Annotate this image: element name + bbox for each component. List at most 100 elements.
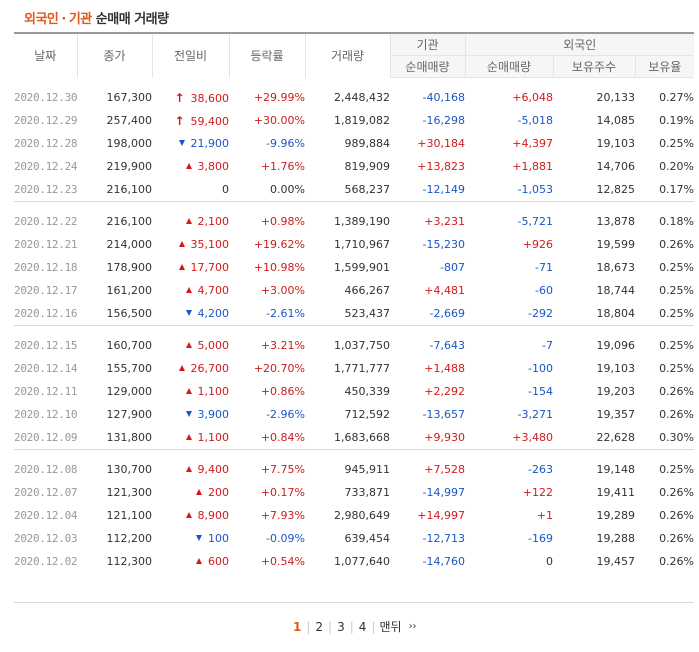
row-foreign-shares-value: 18,744 xyxy=(596,284,636,297)
row-rate: -0.09% xyxy=(229,527,305,550)
row-close-value: 112,200 xyxy=(106,532,153,545)
row-rate: +10.98% xyxy=(229,256,305,279)
row-date-value: 2020.12.24 xyxy=(14,160,78,173)
page-divider: | xyxy=(306,619,311,634)
row-foreign-net: -5,018 xyxy=(465,109,553,132)
row-rate-value: 0.00% xyxy=(270,183,305,196)
row-close-value: 155,700 xyxy=(106,362,153,375)
row-foreign-net: -154 xyxy=(465,380,553,403)
row-inst-net-value: -13,657 xyxy=(422,408,465,421)
row-rate-value: +0.84% xyxy=(260,431,305,444)
header-foreign-shares: 보유주수 xyxy=(552,55,635,78)
row-rate: +7.75% xyxy=(229,458,305,481)
group-divider xyxy=(14,449,695,458)
row-volume: 1,077,640 xyxy=(305,550,390,573)
row-date: 2020.12.02 xyxy=(14,550,78,573)
row-inst-net: +3,231 xyxy=(390,210,465,233)
row-date-value: 2020.12.03 xyxy=(14,532,78,545)
row-close-value: 214,000 xyxy=(106,238,153,251)
row-date-value: 2020.12.29 xyxy=(14,114,78,127)
row-date: 2020.12.08 xyxy=(14,458,78,481)
page-2-link[interactable]: 2 xyxy=(315,619,324,634)
row-date-value: 2020.12.18 xyxy=(14,261,78,274)
up-triangle-icon xyxy=(178,365,185,371)
row-volume: 523,437 xyxy=(305,302,391,326)
row-foreign-net-value: +1,881 xyxy=(512,160,553,173)
row-change-value: 5,000 xyxy=(197,339,230,352)
row-change-value: 59,400 xyxy=(190,114,230,128)
row-volume: 1,819,082 xyxy=(305,109,390,132)
page-title: 외국인 · 기관 순매매 거래량 xyxy=(24,8,169,27)
row-foreign-shares: 19,599 xyxy=(553,233,636,256)
row-inst-net-value: -15,230 xyxy=(422,238,465,251)
row-foreign-ratio-value: 0.26% xyxy=(659,555,695,568)
group-divider xyxy=(14,201,695,210)
row-foreign-ratio: 0.25% xyxy=(635,334,694,357)
next-arrow-icon[interactable]: ›› xyxy=(408,621,417,632)
row-foreign-ratio: 0.25% xyxy=(635,458,694,481)
page-3-link[interactable]: 3 xyxy=(337,619,345,634)
title-foreign: 외국인 xyxy=(24,12,59,27)
row-volume-value: 1,599,901 xyxy=(334,261,390,274)
page-divider: | xyxy=(349,619,354,634)
row-foreign-shares-value: 19,457 xyxy=(596,555,636,568)
up-triangle-icon xyxy=(185,218,192,224)
row-date-value: 2020.12.08 xyxy=(14,463,78,476)
row-rate-value: +1.76% xyxy=(260,160,305,173)
row-foreign-ratio: 0.18% xyxy=(635,210,694,233)
row-inst-net: -12,713 xyxy=(390,527,465,550)
row-foreign-net-value: +1 xyxy=(536,509,553,522)
page-4-link[interactable]: 4 xyxy=(358,619,367,634)
table-bottom-divider xyxy=(14,602,694,603)
row-close-value: 198,000 xyxy=(106,137,153,150)
row-foreign-shares: 19,357 xyxy=(553,403,636,426)
row-rate: +0.98% xyxy=(229,210,305,233)
row-close-value: 130,700 xyxy=(106,463,153,476)
row-foreign-ratio-value: 0.25% xyxy=(659,362,695,375)
row-foreign-shares: 19,148 xyxy=(553,458,636,481)
row-foreign-ratio-value: 0.26% xyxy=(659,238,695,251)
row-foreign-ratio: 0.19% xyxy=(635,109,694,132)
row-inst-net: +1,488 xyxy=(390,357,465,380)
row-foreign-shares: 14,706 xyxy=(553,155,636,178)
up-triangle-icon xyxy=(185,388,192,394)
row-inst-net: -12,149 xyxy=(390,178,465,202)
row-change-value: 9,400 xyxy=(197,463,230,476)
title-rest: 순매매 거래량 xyxy=(95,12,169,27)
row-foreign-ratio-value: 0.25% xyxy=(659,261,695,274)
limit-up-arrow-icon: ↑ xyxy=(174,113,185,128)
row-close: 127,900 xyxy=(77,403,153,426)
row-date-value: 2020.12.17 xyxy=(14,284,78,297)
row-rate: +3.00% xyxy=(229,279,305,302)
row-change-value: 38,600 xyxy=(190,91,230,105)
row-foreign-ratio: 0.30% xyxy=(635,426,694,450)
header-foreign-ratio: 보유율 xyxy=(634,55,695,78)
row-change-value: 35,100 xyxy=(190,238,230,251)
row-foreign-shares-value: 19,289 xyxy=(596,509,636,522)
table-row: 2020.12.16 156,500 4,200 -2.61% 523,437 -2,66… xyxy=(14,302,694,326)
table-row: 2020.12.03 112,200 100 -0.09% 639,454 -12,713… xyxy=(14,527,694,550)
row-foreign-shares-value: 19,411 xyxy=(596,486,636,499)
row-date: 2020.12.17 xyxy=(14,279,78,302)
up-triangle-icon xyxy=(178,264,185,270)
row-date: 2020.12.16 xyxy=(14,302,78,326)
row-close: 112,300 xyxy=(77,550,153,573)
row-change-value: 21,900 xyxy=(190,137,230,150)
row-foreign-net: +122 xyxy=(465,481,553,504)
table-row: 2020.12.07 121,300 200 +0.17% 733,871 -14,997… xyxy=(14,481,694,504)
row-foreign-ratio: 0.26% xyxy=(635,504,694,527)
last-page-link[interactable]: 맨뒤 xyxy=(379,620,402,634)
row-rate: +29.99% xyxy=(229,86,305,109)
row-foreign-net-value: -60 xyxy=(535,284,553,297)
row-foreign-ratio: 0.26% xyxy=(635,380,694,403)
row-foreign-shares-value: 19,203 xyxy=(596,385,636,398)
row-foreign-shares: 18,744 xyxy=(553,279,636,302)
row-date-value: 2020.12.16 xyxy=(14,307,78,320)
row-change: 4,200 xyxy=(152,302,229,326)
row-close: 214,000 xyxy=(77,233,153,256)
row-date-value: 2020.12.28 xyxy=(14,137,78,150)
row-volume: 1,599,901 xyxy=(305,256,390,279)
row-inst-net-value: +3,231 xyxy=(424,215,465,228)
trading-table: 날짜 종가 전일비 등락률 거래량 기관 외국인 순매매량 순매매량 보유주수 … xyxy=(14,32,695,573)
page-1-link[interactable]: 1 xyxy=(293,619,302,634)
